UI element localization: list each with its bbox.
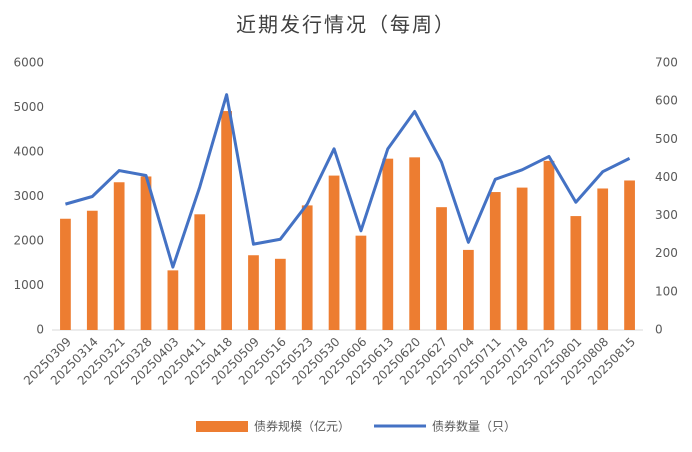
bar (274, 258, 286, 330)
line (65, 93, 631, 269)
bar (355, 235, 367, 330)
bar (194, 214, 206, 330)
bar (140, 176, 152, 330)
bar (113, 182, 125, 330)
y-tick-label: 2000 (13, 234, 44, 248)
y-tick-label: 1000 (13, 278, 44, 292)
y2-tick-label: 0 (655, 323, 663, 337)
bar (624, 180, 635, 330)
y2-tick-label: 500 (655, 132, 678, 146)
bar (221, 111, 232, 330)
legend-label: 债券数量（只） (432, 419, 516, 434)
bar (248, 255, 259, 330)
chart-title: 近期发行情况（每周） (236, 13, 456, 37)
legend-swatch (196, 421, 248, 432)
bar (167, 270, 179, 330)
y-tick-label: 3000 (13, 189, 44, 203)
bar (489, 192, 501, 330)
bar (60, 218, 71, 330)
y-tick-label: 6000 (13, 56, 44, 70)
y-tick-label: 4000 (13, 145, 44, 159)
bar (328, 175, 340, 330)
bar (86, 210, 98, 330)
bar (382, 158, 394, 330)
bar (463, 249, 474, 330)
bar (436, 207, 447, 330)
y2-tick-label: 400 (655, 170, 678, 184)
bar (570, 216, 582, 330)
bar (301, 205, 313, 330)
bar (409, 157, 421, 330)
y-tick-label: 0 (36, 323, 44, 337)
y2-tick-label: 600 (655, 94, 678, 108)
y2-tick-label: 300 (655, 208, 678, 222)
y2-tick-label: 700 (655, 56, 678, 70)
y-tick-label: 5000 (13, 100, 44, 114)
bar (516, 187, 528, 330)
bar (543, 160, 555, 330)
bar (597, 188, 609, 330)
legend-label: 债券规模（亿元） (254, 419, 350, 434)
y2-tick-label: 100 (655, 284, 678, 298)
y2-tick-label: 200 (655, 246, 678, 260)
